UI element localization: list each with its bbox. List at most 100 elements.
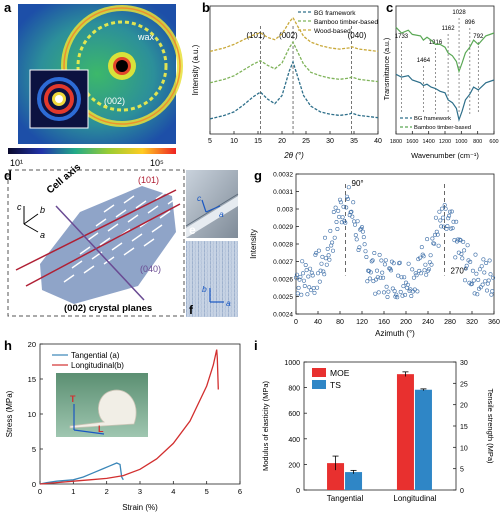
scatter-point (338, 200, 343, 205)
crystal-stripe-10 (79, 246, 91, 255)
xtick-label-h: 6 (238, 487, 242, 496)
scatter-point (396, 261, 401, 266)
scatter-point (374, 277, 379, 282)
scatter-point (475, 292, 480, 297)
scatter-point (432, 232, 437, 237)
ytick-label-i: 0 (296, 488, 300, 495)
scatter-point (365, 279, 370, 284)
panel-letter-h: h (4, 338, 12, 353)
ylabel-i: Modulus of elasticity (MPa) (261, 380, 270, 471)
scatter-point (350, 214, 355, 219)
scatter-point (448, 226, 453, 231)
scatter-point (328, 228, 333, 233)
e-c-label: c (197, 193, 202, 203)
legend-i-swatch-1 (312, 368, 326, 377)
scatter-point (403, 280, 408, 285)
scatter-point (469, 281, 474, 286)
scatter-point (324, 262, 329, 267)
scatter-point (346, 185, 351, 190)
scatter-point (308, 288, 313, 293)
scatter-point (459, 252, 464, 257)
bar-moe-longitudinal (396, 374, 414, 490)
xtick-label-h: 4 (171, 487, 175, 496)
scatter-point (443, 206, 448, 211)
scatter-point (403, 292, 408, 297)
crystal-stripe-9 (151, 224, 163, 233)
scatter-point (422, 268, 427, 273)
scatter-point (310, 273, 315, 278)
ylabel-h: Stress (MPa) (5, 390, 14, 437)
legend-b-label-1: BG framework (314, 10, 356, 17)
scatter-point (377, 252, 382, 257)
colorbar (8, 148, 176, 154)
crystal-stripe-1 (83, 265, 95, 274)
xtick-label-g: 320 (466, 319, 478, 326)
inset-l-label: L (98, 424, 104, 434)
legend-b: BG framework Bamboo timber-based Wood-ba… (298, 10, 378, 35)
inset-photo-h: T L (56, 373, 148, 437)
scatter-point (340, 215, 345, 220)
scatter-point (455, 237, 460, 242)
scatter-point (490, 289, 495, 294)
scatter-point (296, 285, 301, 290)
xtick-label-b: 5 (208, 138, 212, 145)
scatter-point (391, 261, 396, 266)
xtick-label-h: 5 (205, 487, 209, 496)
scatter-point (397, 260, 402, 265)
scatter-point (395, 295, 400, 300)
crystal-stripe-20 (95, 218, 107, 227)
crystal-stripe-0 (63, 274, 75, 283)
y2label-i: Tensile strength (MPa) (486, 388, 495, 464)
xtick-label-h: 1 (71, 487, 75, 496)
scatter-point (384, 284, 389, 289)
panel-d: d (101) (040) Cell axis c b a (002) crys… (4, 162, 185, 317)
scatter-point (375, 275, 380, 280)
xtick-label-c: 1000 (455, 139, 467, 145)
series-line-h-2 (39, 349, 219, 485)
y2tick-label-i: 30 (460, 360, 468, 367)
scatter-point (465, 243, 470, 248)
scatter-point (489, 292, 494, 297)
scatter-point (435, 232, 440, 237)
scatter-point (392, 289, 397, 294)
label-cell-axis: Cell axis (45, 162, 83, 197)
inset-sample (69, 389, 137, 429)
ytick-label-i: 200 (288, 462, 300, 469)
ylabel-g: Intensity (249, 229, 258, 259)
y2tick-label-i: 5 (460, 467, 464, 474)
scatter-point (472, 291, 477, 296)
scatter-point (330, 240, 335, 245)
scatter-point (442, 203, 447, 208)
peak-label-c: 792 (473, 34, 484, 40)
scatter-point (318, 268, 323, 273)
scatter-point (453, 255, 458, 260)
f-b-label: b (202, 284, 207, 294)
crystal-stripe-21 (115, 209, 127, 218)
scatter-point (454, 219, 459, 224)
plane-101-line-2 (25, 203, 181, 287)
xtick-label-c: 1600 (406, 139, 418, 145)
legend-c: BG framework Bamboo timber-based (400, 116, 471, 131)
xtick-label-b: 40 (374, 138, 382, 145)
scatter-point (426, 267, 431, 272)
scatter-point (354, 237, 359, 242)
scatter-point (381, 275, 386, 280)
y2tick-label-i: 0 (460, 488, 464, 495)
scatter-point (438, 218, 443, 223)
bar-ts-tangential (345, 472, 363, 490)
ylabel-c: Transmittance (a.u.) (384, 38, 391, 100)
scatter-point (303, 262, 308, 267)
ytick-label-g: 0.0025 (273, 294, 293, 301)
scatter-point (353, 233, 358, 238)
scatter-point (481, 257, 486, 262)
peak-label-b: (002) (279, 31, 298, 40)
legend-i-swatch-2 (312, 380, 326, 389)
y2tick-label-i: 15 (460, 424, 468, 431)
xtick-label-g: 80 (336, 319, 344, 326)
xtick-label-b: 30 (326, 138, 334, 145)
panel-i: i 0 200 400 600 800 1000 0 5 10 15 20 25 30 Tangentia… (254, 338, 495, 503)
scatter-point (449, 209, 454, 214)
scatter-point (376, 290, 381, 295)
scatter-point (393, 294, 398, 299)
xtick-label-b: 35 (350, 138, 358, 145)
